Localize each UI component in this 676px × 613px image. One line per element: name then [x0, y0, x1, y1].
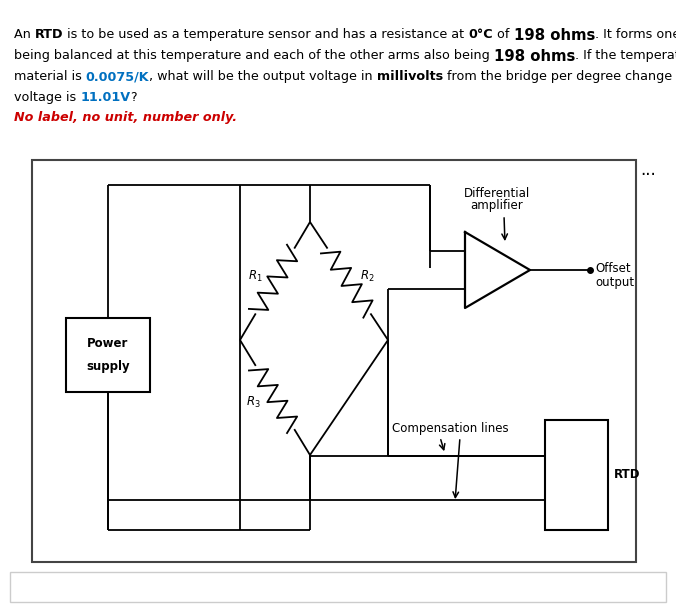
Text: $R_2$: $R_2$ [360, 268, 375, 284]
Text: Differential: Differential [464, 187, 530, 200]
Text: is to be used as a temperature sensor and has a resistance at: is to be used as a temperature sensor an… [64, 28, 468, 41]
Text: Offset: Offset [595, 262, 631, 275]
Text: 11.01V: 11.01V [80, 91, 130, 104]
Text: from the bridge per degree change in temperature if the supply: from the bridge per degree change in tem… [443, 70, 676, 83]
Text: Add your answer: Add your answer [20, 581, 132, 593]
FancyBboxPatch shape [10, 572, 666, 602]
Bar [545, 420, 608, 530]
Text: 198 ohms: 198 ohms [493, 49, 575, 64]
Bar [66, 318, 150, 392]
Text: , what will be the output voltage in: , what will be the output voltage in [149, 70, 377, 83]
Bar [32, 160, 636, 562]
Text: 0°C: 0°C [468, 28, 493, 41]
Text: of: of [493, 28, 514, 41]
Text: supply: supply [86, 360, 130, 373]
Text: millivolts: millivolts [377, 70, 443, 83]
Text: amplifier: amplifier [470, 199, 523, 212]
Text: RTD: RTD [35, 28, 64, 41]
Text: RTD: RTD [614, 468, 640, 481]
Text: 198 ohms: 198 ohms [514, 28, 595, 43]
Text: material is: material is [14, 70, 86, 83]
Bar [0, 0, 676, 160]
Text: being balanced at this temperature and each of the other arms also being: being balanced at this temperature and e… [14, 49, 493, 62]
Text: output: output [595, 276, 634, 289]
Text: . If the temperature coefficient of the RTD: . If the temperature coefficient of the … [575, 49, 676, 62]
Text: An: An [14, 28, 35, 41]
Text: $R_1$: $R_1$ [247, 268, 262, 284]
Text: ?: ? [130, 91, 137, 104]
Text: voltage is: voltage is [14, 91, 80, 104]
Text: Power: Power [87, 337, 128, 351]
Text: 0.0075/K: 0.0075/K [86, 70, 149, 83]
Text: No label, no unit, number only.: No label, no unit, number only. [14, 111, 237, 124]
Text: Compensation lines: Compensation lines [391, 422, 508, 435]
Text: $R_3$: $R_3$ [245, 395, 260, 410]
Text: . It forms one arm of a wheatstone bridge: . It forms one arm of a wheatstone bridg… [595, 28, 676, 41]
Text: ···: ··· [640, 166, 656, 184]
